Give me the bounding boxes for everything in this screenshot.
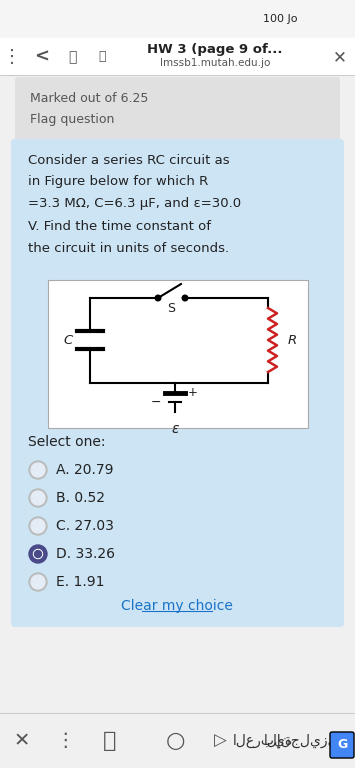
Text: الإنجليزية: الإنجليزية	[263, 733, 346, 748]
Circle shape	[31, 491, 45, 505]
Text: ε: ε	[171, 422, 179, 436]
Circle shape	[31, 463, 45, 477]
Circle shape	[29, 545, 47, 563]
Text: V. Find the time constant of: V. Find the time constant of	[28, 220, 211, 233]
Text: =3.3 MΩ, C=6.3 μF, and ε=30.0: =3.3 MΩ, C=6.3 μF, and ε=30.0	[28, 197, 241, 210]
Text: −: −	[151, 396, 161, 409]
Text: ✕: ✕	[333, 48, 347, 66]
FancyBboxPatch shape	[11, 139, 344, 627]
Text: in Figure below for which R: in Figure below for which R	[28, 176, 208, 188]
Text: B. 0.52: B. 0.52	[56, 491, 105, 505]
FancyBboxPatch shape	[330, 732, 354, 758]
Text: ⋮: ⋮	[3, 48, 21, 66]
Text: A. 20.79: A. 20.79	[56, 463, 114, 477]
Circle shape	[155, 295, 161, 301]
Text: HW 3 (page 9 of...: HW 3 (page 9 of...	[147, 44, 283, 57]
Text: Flag question: Flag question	[30, 114, 114, 127]
Bar	[0, 713, 355, 768]
Bar	[0, 38, 355, 75]
Text: ⬜: ⬜	[103, 731, 117, 751]
Circle shape	[33, 549, 43, 558]
Text: C. 27.03: C. 27.03	[56, 519, 114, 533]
Text: العربية: العربية	[233, 734, 293, 748]
Text: 100 Jo: 100 Jo	[263, 14, 297, 24]
Bar	[0, 0, 355, 38]
Text: G: G	[337, 739, 347, 752]
Text: +: +	[188, 386, 198, 399]
Circle shape	[29, 489, 47, 507]
Text: Consider a series RC circuit as: Consider a series RC circuit as	[28, 154, 230, 167]
FancyBboxPatch shape	[15, 77, 340, 141]
Text: 🔒: 🔒	[98, 51, 106, 64]
Circle shape	[182, 295, 188, 301]
Text: <: <	[34, 48, 49, 66]
Text: ⋮: ⋮	[55, 731, 75, 750]
Circle shape	[31, 519, 45, 533]
Text: R: R	[288, 333, 297, 346]
Text: Select one:: Select one:	[28, 435, 105, 449]
Text: D. 33.26: D. 33.26	[56, 547, 115, 561]
Text: Marked out of 6.25: Marked out of 6.25	[30, 91, 148, 104]
Text: ⬜: ⬜	[68, 50, 76, 64]
Text: ▷: ▷	[214, 732, 226, 750]
Text: ○: ○	[165, 731, 185, 751]
Text: ✕: ✕	[14, 731, 30, 750]
Text: the circuit in units of seconds.: the circuit in units of seconds.	[28, 241, 229, 254]
Circle shape	[29, 517, 47, 535]
Text: lmssb1.mutah.edu.jo: lmssb1.mutah.edu.jo	[160, 58, 270, 68]
Text: S: S	[168, 303, 175, 316]
Text: E. 1.91: E. 1.91	[56, 575, 104, 589]
Circle shape	[29, 461, 47, 479]
Bar	[48, 280, 308, 428]
Circle shape	[29, 573, 47, 591]
Text: C: C	[64, 333, 73, 346]
Circle shape	[31, 575, 45, 589]
Text: Clear my choice: Clear my choice	[121, 599, 233, 613]
Circle shape	[34, 551, 42, 558]
